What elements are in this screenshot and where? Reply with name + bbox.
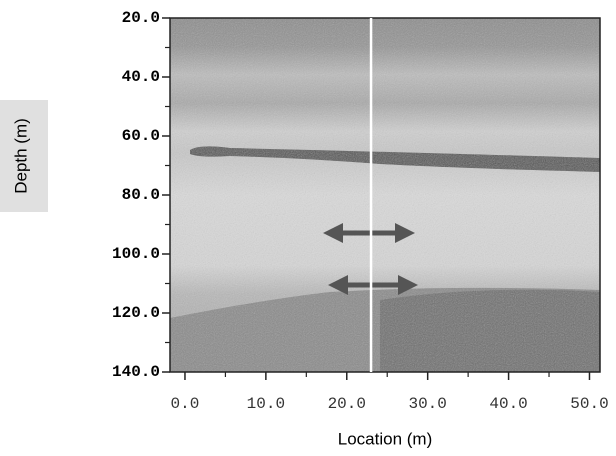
x-tick-label: 40.0 [489,395,527,413]
y-axis-label: Depth (m) [11,118,30,194]
x-axis-label: Location (m) [338,429,432,448]
y-tick-label: 140.0 [112,363,160,381]
ylabel-box [0,100,48,212]
x-tick-label: 10.0 [247,395,285,413]
y-tick-label: 120.0 [112,304,160,322]
x-tick-label: 0.0 [171,395,200,413]
y-tick-label: 40.0 [122,68,160,86]
y-tick-label: 80.0 [122,186,160,204]
x-tick-label: 30.0 [408,395,446,413]
x-tick-label: 50.0 [570,395,608,413]
y-tick-label: 20.0 [122,9,160,27]
y-tick-label: 100.0 [112,245,160,263]
image [170,18,600,372]
x-tick-label: 20.0 [328,395,366,413]
y-tick-label: 60.0 [122,127,160,145]
